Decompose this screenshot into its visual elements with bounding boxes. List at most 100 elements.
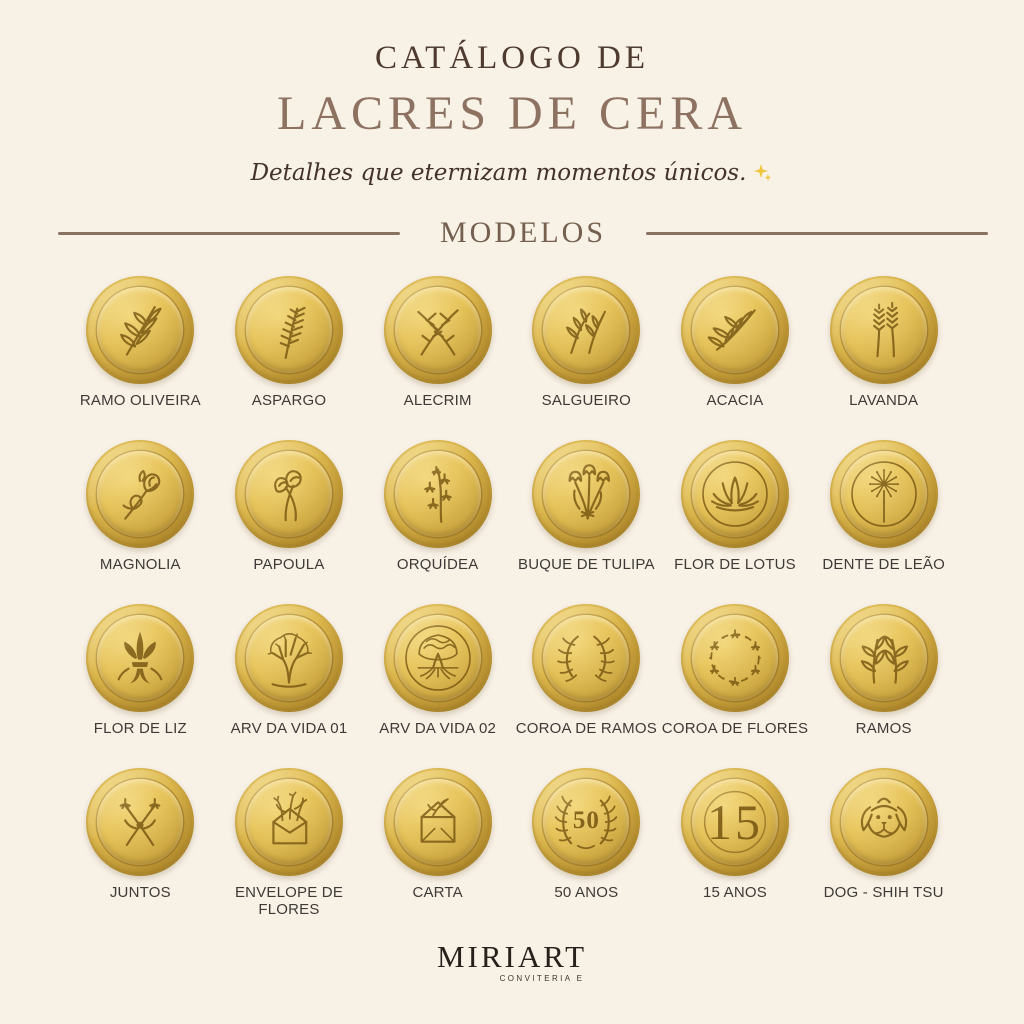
catalog-item: RAMOS (809, 604, 958, 754)
seal-inner-disc (245, 287, 332, 373)
lotus-seal-icon (680, 440, 789, 548)
catalog-item: ARV DA VIDA 01 (215, 604, 364, 754)
catalog-item: CARTA (363, 768, 512, 919)
acacia-seal-icon (680, 276, 789, 384)
catalog-item: RAMO OLIVEIRA (66, 276, 215, 426)
catalog-item: COROA DE FLORES (661, 604, 810, 754)
seal-inner-disc (691, 287, 778, 373)
crossed-flowers-seal-icon (86, 768, 195, 876)
branches-seal-icon (829, 604, 938, 712)
seal-inner-disc (97, 287, 184, 373)
catalog-item-label: ALECRIM (403, 392, 472, 409)
catalog-item-label: ARV DA VIDA 02 (379, 720, 497, 737)
catalog-item: FLOR DE LOTUS (661, 440, 810, 590)
seal-inner-disc (840, 287, 927, 373)
catalog-item-label: 50 ANOS (554, 884, 619, 901)
catalog-item: MAGNOLIA (66, 440, 215, 590)
tree-of-life-2-seal-icon (383, 604, 492, 712)
footer: MIRIART CONVITERIA E (0, 941, 1024, 983)
seal-inner-disc (394, 615, 481, 701)
page-title: LACRES DE CERA (276, 87, 748, 140)
dandelion-seal-icon (829, 440, 938, 548)
catalog-item-label: ASPARGO (251, 392, 327, 409)
catalog-item: DOG - SHIH TSU (809, 768, 958, 919)
seal-inner-disc (691, 451, 778, 537)
15-years-seal-icon: 15 (680, 768, 789, 876)
seal-number-text: 15 (706, 794, 763, 850)
seal-inner-disc (840, 615, 927, 701)
shih-tzu-dog-seal-icon (829, 768, 938, 876)
catalog-item-label: COROA DE RAMOS (515, 720, 657, 737)
divider-right-line (646, 231, 989, 235)
orchid-seal-icon (383, 440, 492, 548)
catalog-item-label: CARTA (412, 884, 463, 901)
seal-inner-disc (691, 779, 778, 865)
catalog-item-label: RAMOS (855, 720, 912, 737)
catalog-subtitle: Detalhes que eternizam momentos únicos. (0, 160, 1024, 186)
catalog-item: COROA DE RAMOS (512, 604, 661, 754)
flower-wreath-seal-icon (680, 604, 789, 712)
catalog-item: PAPOULA (215, 440, 364, 590)
50-years-wreath-seal-icon: 50 (532, 768, 641, 876)
section-label: MODELOS (440, 216, 607, 249)
catalog-item-label: SALGUEIRO (541, 392, 631, 409)
catalog-item-label: FLOR DE LIZ (93, 720, 187, 737)
catalog-item: SALGUEIRO (512, 276, 661, 426)
catalog-item-label: LAVANDA (849, 392, 919, 409)
catalog-item: LAVANDA (809, 276, 958, 426)
tulip-bouquet-seal-icon (532, 440, 641, 548)
catalog-item-label: ARV DA VIDA 01 (230, 720, 348, 737)
catalog-item-label: MAGNOLIA (99, 556, 181, 573)
brand-tagline: CONVITERIA E (499, 974, 585, 983)
catalog-item: ASPARGO (215, 276, 364, 426)
catalog-item: ORQUÍDEA (363, 440, 512, 590)
catalog-item-label: DOG - SHIH TSU (823, 884, 944, 901)
seal-inner-disc (543, 615, 630, 701)
catalog-item-label: COROA DE FLORES (661, 720, 809, 737)
catalog-item: BUQUE DE TULIPA (512, 440, 661, 590)
catalog-item-label: ACACIA (706, 392, 764, 409)
catalog-kicker: CATÁLOGO DE (374, 40, 650, 76)
catalog-item-label: ENVELOPE DE FLORES (234, 884, 344, 918)
willow-seal-icon (532, 276, 641, 384)
divider-left-line (58, 231, 400, 235)
seal-inner-disc (394, 779, 481, 865)
tree-of-life-1-seal-icon (234, 604, 343, 712)
seal-inner-disc (543, 779, 630, 865)
catalog-item-label: ORQUÍDEA (396, 556, 479, 573)
letter-seal-icon (383, 768, 492, 876)
fleur-de-lis-seal-icon (86, 604, 195, 712)
catalog-item-label: 15 ANOS (703, 884, 767, 901)
section-divider: MODELOS (58, 216, 989, 250)
catalog-item-label: RAMO OLIVEIRA (79, 392, 201, 409)
magnolia-seal-icon (86, 440, 195, 548)
brand-logo: MIRIART (436, 939, 588, 974)
poppy-seal-icon (234, 440, 343, 548)
olive-branch-seal-icon (86, 276, 195, 384)
catalog-item: DENTE DE LEÃO (809, 440, 958, 590)
catalog-item-label: PAPOULA (253, 556, 325, 573)
catalog-item-label: DENTE DE LEÃO (822, 556, 945, 573)
catalog-item: 15 15 ANOS (661, 768, 810, 919)
catalog-item: ALECRIM (363, 276, 512, 426)
catalog-item-label: FLOR DE LOTUS (674, 556, 796, 573)
rosemary-seal-icon (383, 276, 492, 384)
seal-grid: RAMO OLIVEIRA ASPARGO ALECRIM SALGUEIRO ACAC… (66, 276, 958, 919)
subtitle-text: Detalhes que eternizam momentos únicos. (250, 160, 747, 186)
seal-inner-disc (97, 451, 184, 537)
flower-envelope-seal-icon (234, 768, 343, 876)
catalog-item: FLOR DE LIZ (66, 604, 215, 754)
seal-inner-disc (245, 779, 332, 865)
seal-number-text: 50 (572, 807, 600, 834)
catalog-item: ACACIA (661, 276, 810, 426)
catalog-item: JUNTOS (66, 768, 215, 919)
asparagus-fern-seal-icon (234, 276, 343, 384)
catalog-item-label: BUQUE DE TULIPA (518, 556, 655, 573)
catalog-item-label: JUNTOS (109, 884, 171, 901)
catalog-item: ENVELOPE DE FLORES (215, 768, 364, 919)
seal-inner-disc (394, 451, 481, 537)
catalog-item: ARV DA VIDA 02 (363, 604, 512, 754)
seal-inner-disc (543, 287, 630, 373)
catalog-item: 50 50 ANOS (512, 768, 661, 919)
